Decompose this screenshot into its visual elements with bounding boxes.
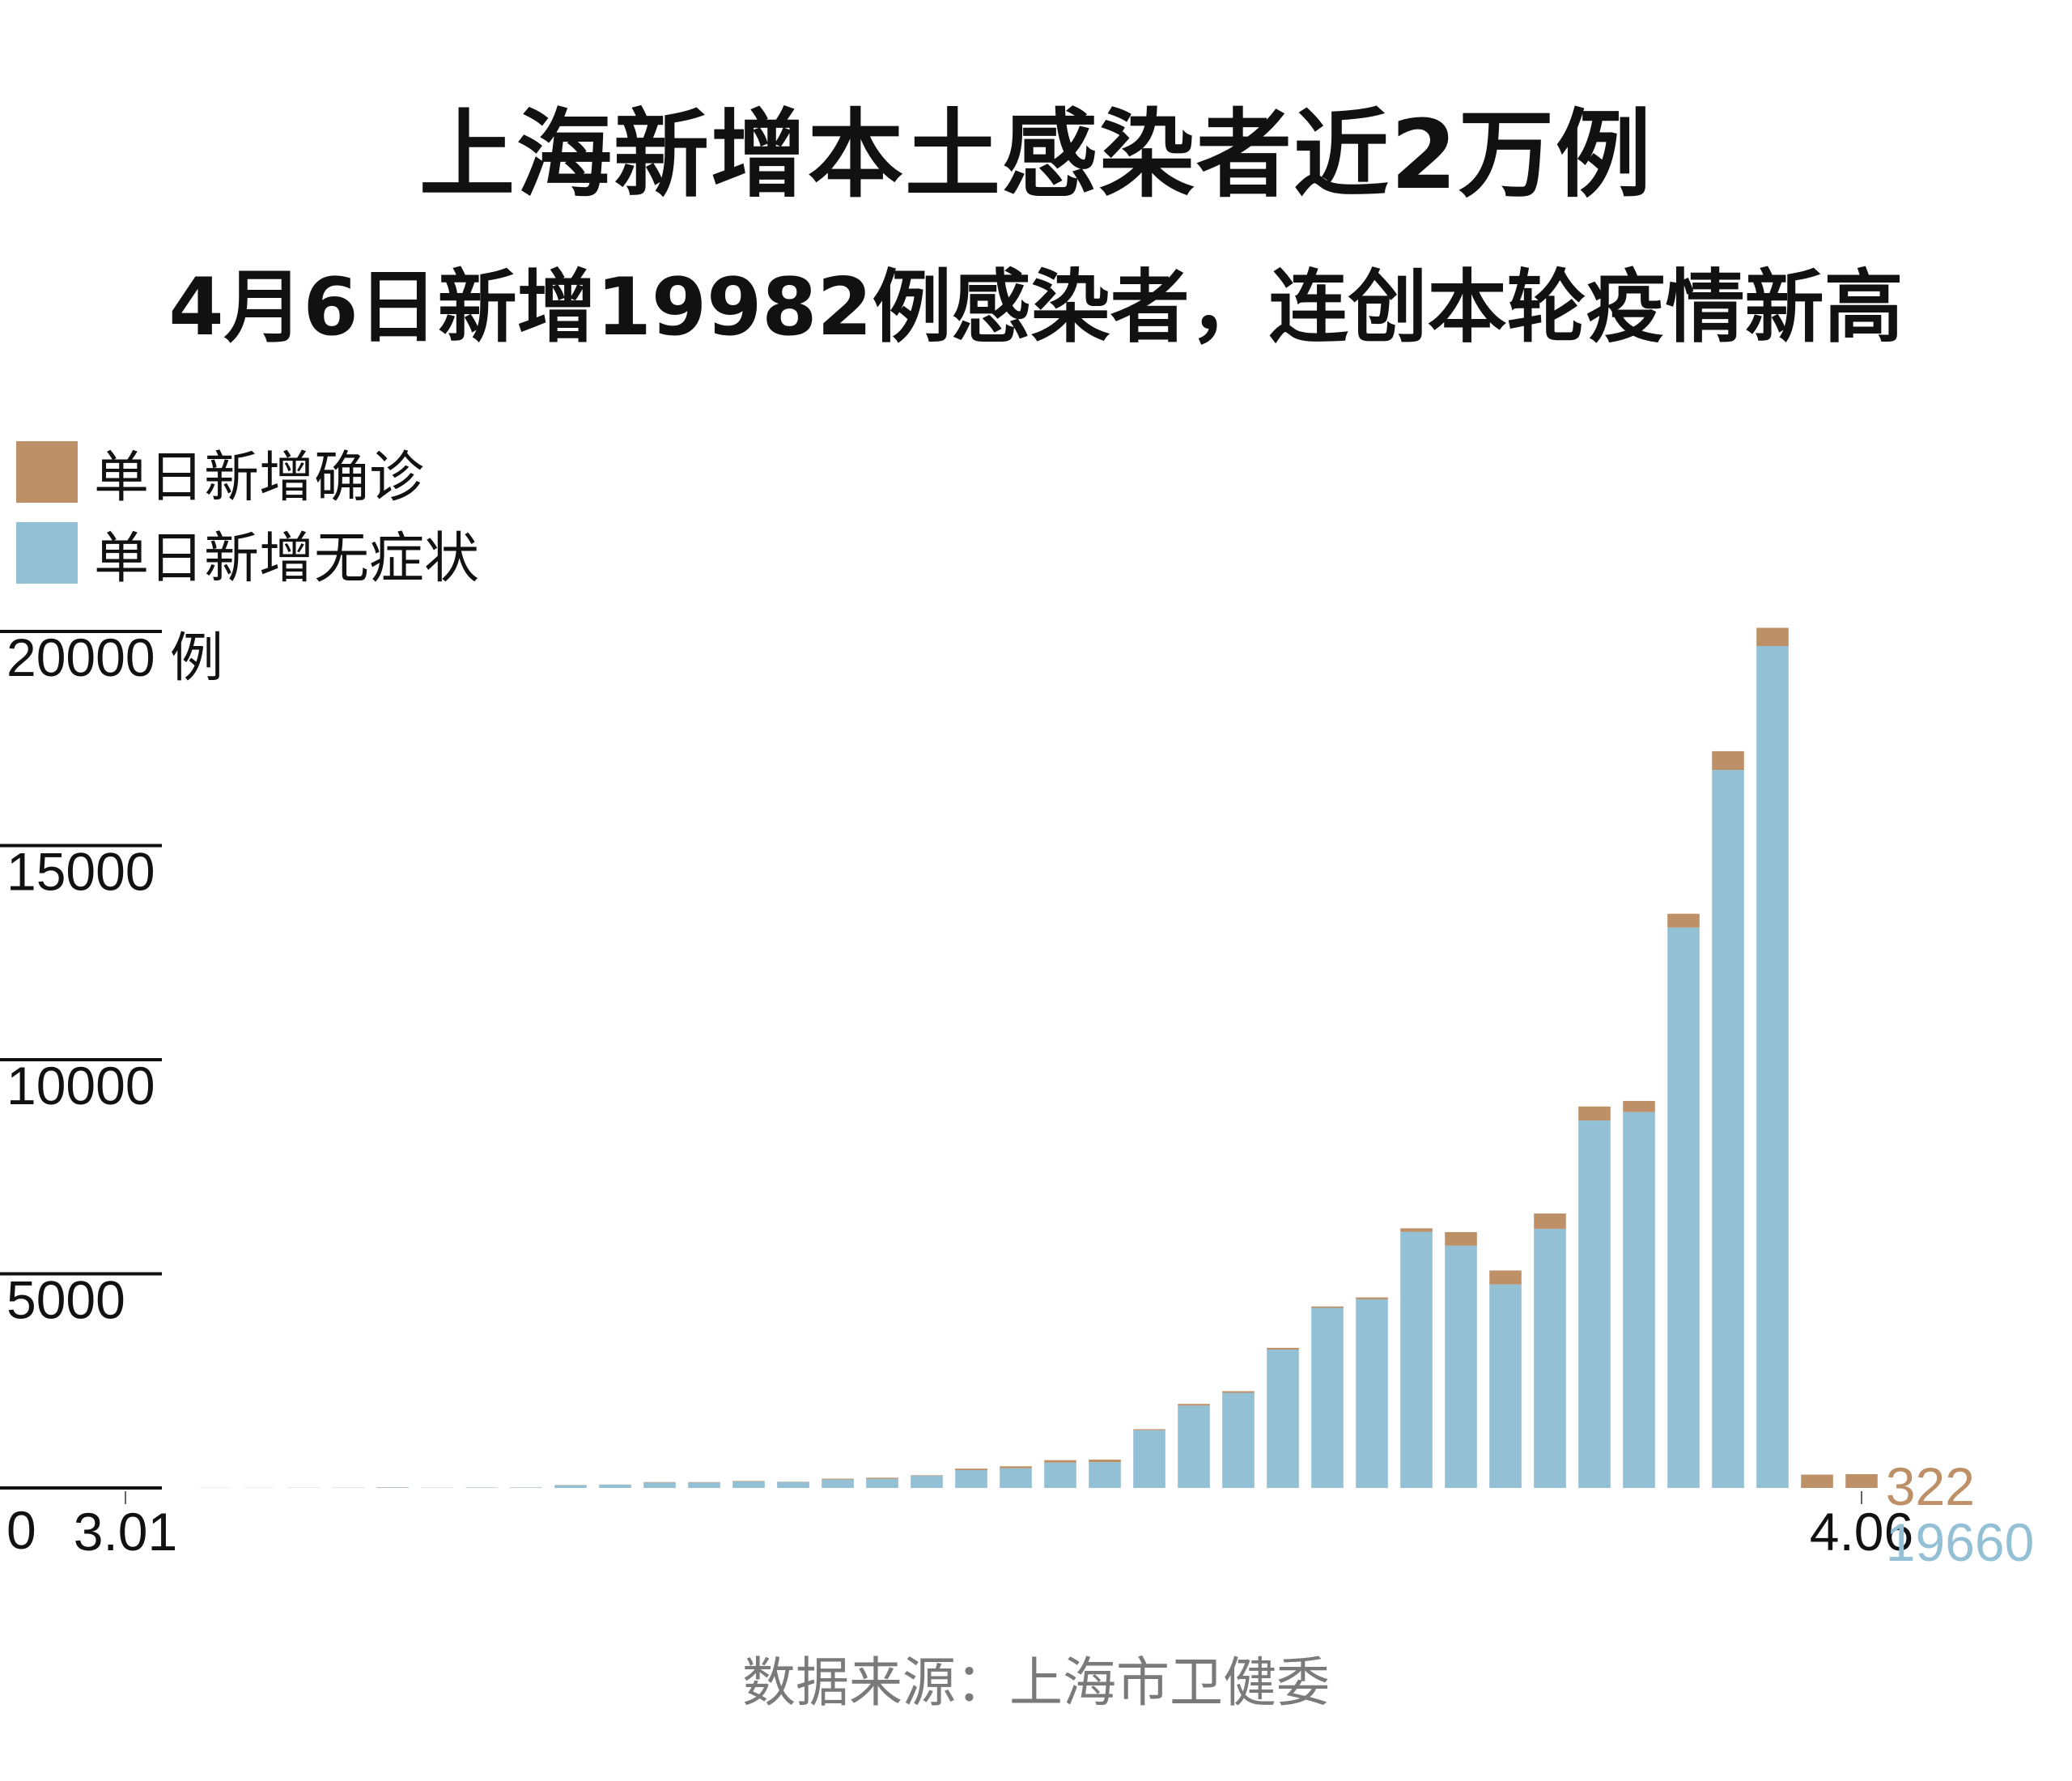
bar-asymptomatic-24: [1267, 1350, 1299, 1488]
bar-asymptomatic-7: [510, 1487, 542, 1488]
bar-asymptomatic-35: [1756, 645, 1789, 1488]
legend-swatch-confirmed: [16, 441, 78, 503]
bar-asymptomatic-22: [1178, 1405, 1210, 1488]
bar-confirmed-14: [822, 1478, 854, 1480]
bar-confirmed-17: [955, 1469, 987, 1470]
bar-asymptomatic-16: [911, 1476, 943, 1488]
y-tick-label-5000: 5000: [6, 1270, 125, 1330]
bar-asymptomatic-18: [1000, 1468, 1032, 1488]
bar-confirmed-34: [1712, 750, 1744, 771]
bar-confirmed-23: [1222, 1391, 1255, 1393]
bar-asymptomatic-28: [1445, 1245, 1477, 1488]
bar-confirmed-27: [1400, 1228, 1433, 1232]
bar-confirmed-15: [866, 1477, 898, 1479]
legend-item-confirmed: 单日新增确诊: [16, 440, 424, 510]
bar-confirmed-29: [1489, 1270, 1522, 1285]
bar-confirmed-22: [1178, 1404, 1210, 1406]
bar-confirmed-28: [1445, 1231, 1477, 1246]
bar-asymptomatic-12: [732, 1481, 765, 1488]
y-tick-label-15000: 15000: [6, 842, 155, 902]
bar-asymptomatic-27: [1400, 1231, 1433, 1488]
legend-label-confirmed: 单日新增确诊: [94, 445, 425, 510]
bar-asymptomatic-26: [1356, 1299, 1388, 1488]
chart-subtitle: 4月6日新增19982例感染者，连创本轮疫情新高: [168, 261, 1904, 354]
bar-asymptomatic-9: [599, 1485, 631, 1488]
bar-asymptomatic-4: [376, 1487, 409, 1488]
bar-asymptomatic-14: [822, 1479, 854, 1488]
x-tick-label-end: 4.06: [1810, 1502, 1913, 1562]
data-source: 数据来源：上海市卫健委: [742, 1651, 1330, 1714]
end-label-asymptomatic: 19660: [1886, 1512, 2035, 1572]
bar-asymptomatic-31: [1578, 1120, 1611, 1488]
bar-asymptomatic-23: [1222, 1392, 1255, 1488]
bar-asymptomatic-10: [643, 1482, 676, 1488]
bar-asymptomatic-19: [1044, 1462, 1076, 1488]
bar-asymptomatic-33: [1667, 927, 1700, 1488]
y-tick-label-0: 0: [6, 1500, 36, 1560]
bar-asymptomatic-30: [1534, 1228, 1566, 1488]
end-label-confirmed: 322: [1886, 1456, 1975, 1516]
y-tick-label-10000: 10000: [6, 1056, 155, 1116]
bar-confirmed-30: [1534, 1213, 1566, 1229]
bar-confirmed-24: [1267, 1347, 1299, 1350]
bar-confirmed-37: [1845, 1473, 1878, 1488]
bar-confirmed-19: [1044, 1460, 1076, 1463]
legend-item-asymptomatic: 单日新增无症状: [16, 521, 479, 591]
bar-asymptomatic-25: [1311, 1307, 1344, 1488]
bar-asymptomatic-32: [1623, 1112, 1655, 1488]
bar-confirmed-36: [1801, 1474, 1833, 1488]
bar-confirmed-33: [1667, 913, 1700, 928]
bar-asymptomatic-29: [1489, 1284, 1522, 1488]
bar-confirmed-35: [1756, 627, 1789, 646]
bar-asymptomatic-11: [688, 1482, 720, 1488]
bar-confirmed-21: [1133, 1429, 1166, 1430]
bar-confirmed-16: [911, 1475, 943, 1477]
bar-asymptomatic-34: [1712, 770, 1744, 1488]
bar-asymptomatic-21: [1133, 1430, 1166, 1488]
bar-asymptomatic-15: [866, 1478, 898, 1488]
bar-confirmed-10: [643, 1481, 676, 1483]
bar-confirmed-26: [1356, 1297, 1388, 1299]
x-tick-label-start: 3.01: [74, 1502, 177, 1562]
y-tick-label-20000: 20000 例: [6, 627, 223, 687]
bar-confirmed-25: [1311, 1306, 1344, 1308]
bar-asymptomatic-13: [777, 1481, 809, 1488]
bar-confirmed-20: [1089, 1459, 1121, 1463]
legend-swatch-asymptomatic: [16, 522, 78, 584]
bar-asymptomatic-8: [554, 1485, 587, 1488]
bar-asymptomatic-20: [1089, 1462, 1121, 1488]
bar-confirmed-31: [1578, 1106, 1611, 1121]
bar-confirmed-18: [1000, 1466, 1032, 1469]
chart-title: 上海新增本土感染者近2万例: [418, 99, 1654, 210]
legend-label-asymptomatic: 单日新增无症状: [94, 526, 480, 591]
bar-asymptomatic-17: [955, 1469, 987, 1488]
bar-confirmed-32: [1623, 1100, 1655, 1112]
